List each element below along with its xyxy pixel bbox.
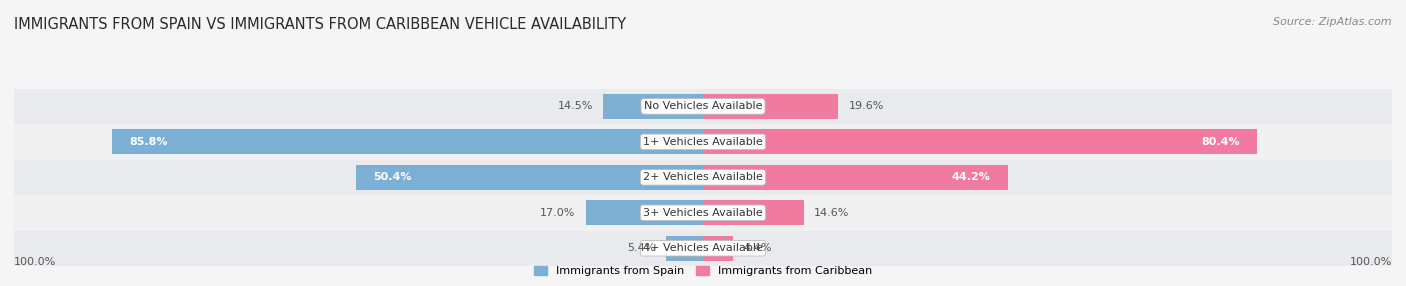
Bar [14, 89, 1392, 124]
Text: 2+ Vehicles Available: 2+ Vehicles Available [643, 172, 763, 182]
Text: 50.4%: 50.4% [373, 172, 412, 182]
Text: No Vehicles Available: No Vehicles Available [644, 102, 762, 111]
Text: Source: ZipAtlas.com: Source: ZipAtlas.com [1274, 17, 1392, 27]
Bar [703, 165, 1008, 190]
Text: 44.2%: 44.2% [952, 172, 990, 182]
Text: 100.0%: 100.0% [14, 257, 56, 267]
Text: 17.0%: 17.0% [540, 208, 575, 218]
Text: 1+ Vehicles Available: 1+ Vehicles Available [643, 137, 763, 147]
Text: 4+ Vehicles Available: 4+ Vehicles Available [643, 243, 763, 253]
Bar [112, 130, 703, 154]
Bar [14, 124, 1392, 160]
Text: 4.4%: 4.4% [744, 243, 772, 253]
Bar [703, 94, 838, 119]
Bar [703, 200, 804, 225]
Text: 14.6%: 14.6% [814, 208, 849, 218]
Bar [603, 94, 703, 119]
Bar [14, 231, 1392, 266]
Text: 100.0%: 100.0% [1350, 257, 1392, 267]
Bar [586, 200, 703, 225]
Text: 80.4%: 80.4% [1201, 137, 1240, 147]
Text: 5.4%: 5.4% [627, 243, 655, 253]
Text: 3+ Vehicles Available: 3+ Vehicles Available [643, 208, 763, 218]
Bar [14, 195, 1392, 231]
Bar [356, 165, 703, 190]
Bar [666, 236, 703, 261]
Text: 85.8%: 85.8% [129, 137, 167, 147]
Bar [703, 236, 734, 261]
Text: 14.5%: 14.5% [557, 102, 593, 111]
Bar [14, 160, 1392, 195]
Text: 19.6%: 19.6% [848, 102, 884, 111]
Text: IMMIGRANTS FROM SPAIN VS IMMIGRANTS FROM CARIBBEAN VEHICLE AVAILABILITY: IMMIGRANTS FROM SPAIN VS IMMIGRANTS FROM… [14, 17, 626, 32]
Bar [703, 130, 1257, 154]
Legend: Immigrants from Spain, Immigrants from Caribbean: Immigrants from Spain, Immigrants from C… [530, 261, 876, 281]
